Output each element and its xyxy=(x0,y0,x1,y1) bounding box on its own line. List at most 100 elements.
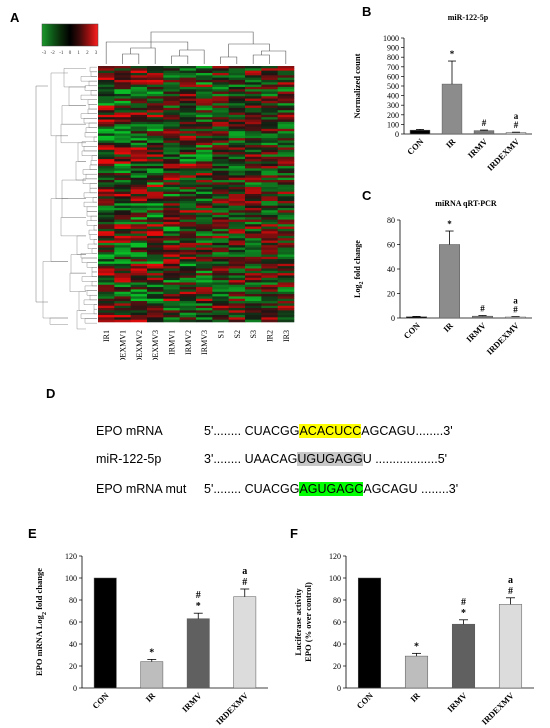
heatmap-cell xyxy=(114,287,131,290)
heatmap-cell xyxy=(212,114,229,118)
heatmap-cell xyxy=(228,252,246,255)
heatmap-cell xyxy=(228,84,246,88)
heatmap-cell xyxy=(245,121,262,125)
heatmap-cell xyxy=(130,231,148,234)
heatmap-cell xyxy=(196,149,213,153)
heatmap-cell xyxy=(179,93,197,97)
colorbar-tick-label: 2 xyxy=(86,51,89,56)
heatmap-cell xyxy=(179,91,197,95)
heatmap-cell xyxy=(163,84,180,88)
heatmap-cell xyxy=(130,221,148,225)
heatmap-cell xyxy=(179,298,197,302)
x-category-label: IRMV xyxy=(464,320,488,344)
heatmap-cell xyxy=(163,135,180,139)
heatmap-cell xyxy=(196,126,213,130)
heatmap-cell xyxy=(163,214,180,218)
heatmap-cell xyxy=(212,280,229,283)
heatmap-cell xyxy=(196,219,213,223)
heatmap-cell xyxy=(261,121,278,125)
heatmap-cell xyxy=(179,177,197,181)
heatmap-cell xyxy=(179,305,197,309)
heatmap-cell xyxy=(261,126,278,130)
heatmap-cell xyxy=(261,131,278,134)
heatmap-cell xyxy=(179,266,197,269)
heatmap-cell xyxy=(147,138,164,141)
heatmap-cell xyxy=(98,198,115,202)
heatmap-cell xyxy=(277,207,295,211)
heatmap-cell xyxy=(196,77,213,81)
heatmap-cell xyxy=(212,266,229,269)
heatmap-cell xyxy=(179,212,197,216)
heatmap-cell xyxy=(98,289,115,293)
significance-marker: # xyxy=(480,304,485,314)
dendrogram-branch xyxy=(88,229,97,235)
heatmap-cell xyxy=(212,182,229,185)
heatmap-cell xyxy=(147,180,164,183)
heatmap-cell xyxy=(147,291,164,295)
heatmap-cell xyxy=(114,180,131,183)
bar xyxy=(233,596,257,689)
heatmap-cell xyxy=(114,84,131,88)
heatmap-cell xyxy=(245,103,262,106)
heatmap-cell xyxy=(147,105,164,109)
heatmap-cell xyxy=(245,256,262,260)
heatmap-cell xyxy=(245,173,262,176)
dendrogram-branch xyxy=(93,136,97,142)
heatmap-cell xyxy=(130,159,148,162)
heatmap-cell xyxy=(261,270,278,274)
heatmap-cell xyxy=(245,152,262,155)
heatmap-cell xyxy=(261,282,278,286)
heatmap-cell xyxy=(114,219,131,223)
heatmap-cell xyxy=(228,287,246,290)
heatmap-cell xyxy=(147,287,164,290)
heatmap-cell xyxy=(179,259,197,262)
heatmap-cell xyxy=(130,70,148,74)
heatmap-cell xyxy=(98,180,115,183)
heatmap-cell xyxy=(212,103,229,106)
heatmap-cell xyxy=(163,103,180,106)
heatmap-cell xyxy=(179,317,197,320)
heatmap-cell xyxy=(196,252,213,255)
heatmap-cell xyxy=(228,263,246,267)
heatmap-cell xyxy=(147,263,164,267)
heatmap-cell xyxy=(130,98,148,102)
heatmap-cell xyxy=(130,205,148,209)
heatmap-cell xyxy=(163,142,180,146)
heatmap-cell xyxy=(212,263,229,267)
heatmap-cell xyxy=(245,282,262,286)
heatmap-cell xyxy=(130,114,148,118)
heatmap-cell xyxy=(147,310,164,313)
heatmap-cell xyxy=(114,126,131,130)
heatmap-cell xyxy=(147,147,164,151)
x-category-label: CON xyxy=(401,320,422,341)
heatmap-cell xyxy=(130,91,148,95)
heatmap-cell xyxy=(130,191,148,195)
heatmap-cell xyxy=(163,100,180,104)
heatmap-cell xyxy=(130,224,148,227)
heatmap-cell xyxy=(130,177,148,181)
y-tick-label: 120 xyxy=(65,552,77,561)
heatmap-cell xyxy=(245,91,262,95)
heatmap-cell xyxy=(196,96,213,99)
heatmap-cell xyxy=(196,315,213,318)
heatmap-cell xyxy=(277,242,295,246)
heatmap-cell xyxy=(228,147,246,151)
heatmap-cell xyxy=(196,117,213,120)
heatmap-cell xyxy=(98,163,115,167)
heatmap-cell xyxy=(163,207,180,211)
dendrogram-branch xyxy=(83,299,97,305)
heatmap-cell xyxy=(196,266,213,269)
heatmap-cell xyxy=(261,231,278,234)
heatmap-cell xyxy=(245,86,262,90)
heatmap-cell xyxy=(114,77,131,81)
heatmap-cell xyxy=(277,308,295,311)
heatmap-cell xyxy=(163,138,180,141)
heatmap-cell xyxy=(277,189,295,192)
heatmap-cell xyxy=(196,161,213,165)
heatmap-cell xyxy=(163,93,180,97)
heatmap-cell xyxy=(130,298,148,302)
heatmap-cell xyxy=(196,277,213,281)
heatmap-cell xyxy=(196,175,213,179)
heatmap-cell xyxy=(245,317,262,320)
heatmap-cell xyxy=(130,72,148,76)
